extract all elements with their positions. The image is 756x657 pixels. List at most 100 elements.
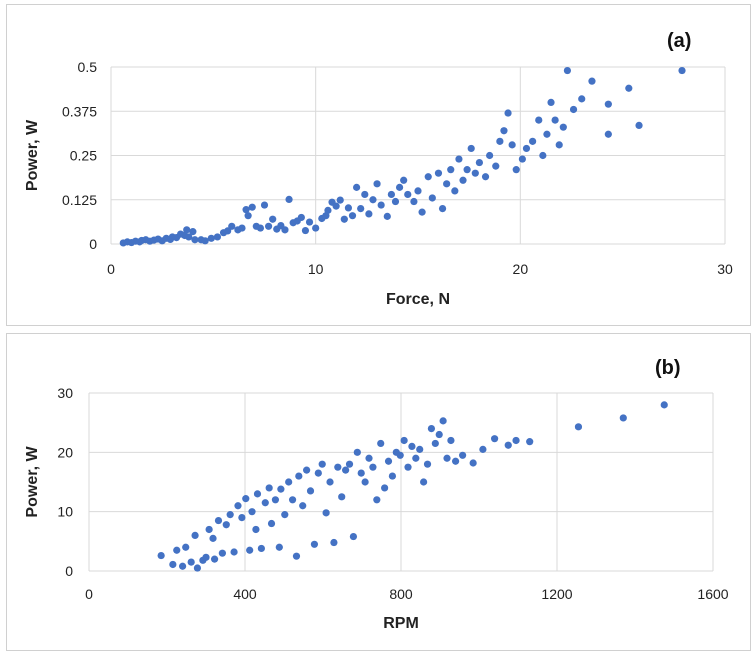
data-point (635, 121, 643, 130)
y-tick-label: 0.375 (62, 103, 97, 119)
data-point (248, 508, 256, 516)
data-point (438, 205, 447, 213)
data-point (455, 155, 463, 163)
data-point (357, 205, 365, 213)
data-point (292, 552, 301, 560)
data-point (281, 511, 289, 519)
x-tick-label: 800 (389, 586, 413, 602)
data-point (202, 553, 210, 561)
data-point (469, 459, 477, 467)
data-point (365, 210, 373, 218)
data-point (342, 466, 350, 474)
data-point (447, 436, 455, 445)
data-point (361, 190, 369, 199)
data-point (435, 430, 443, 439)
data-point (238, 224, 246, 232)
data-point (543, 130, 551, 138)
data-point (431, 439, 439, 448)
data-point (260, 201, 269, 209)
data-point (210, 555, 219, 563)
data-point (183, 226, 191, 234)
data-point (324, 206, 332, 214)
data-point (338, 493, 346, 501)
data-point (373, 496, 381, 504)
data-point (400, 436, 408, 445)
data-point (563, 66, 572, 75)
data-point (306, 487, 315, 495)
data-point (242, 206, 250, 214)
data-point (569, 105, 578, 114)
data-point (459, 451, 467, 459)
data-point (508, 141, 516, 149)
x-axis-title: Force, N (386, 291, 450, 308)
data-point (314, 469, 322, 477)
data-point (410, 197, 418, 206)
chart-panel-a: 0 10 20 30 0 0.125 0.25 0.375 0.5 Force, N Power, … (6, 4, 751, 326)
data-point (310, 540, 319, 548)
data-point (588, 77, 596, 85)
data-point (305, 218, 314, 226)
data-point (547, 98, 555, 106)
data-point (312, 224, 320, 232)
data-point (332, 202, 340, 210)
data-point (271, 496, 280, 504)
data-point (377, 439, 385, 448)
data-point (281, 226, 289, 234)
data-point (418, 208, 426, 216)
y-axis-title: Power, W (24, 119, 41, 191)
y-tick-label: 0.5 (78, 59, 98, 75)
x-tick-label: 0 (107, 261, 115, 277)
x-tick-label: 10 (308, 261, 324, 277)
data-point (387, 190, 395, 199)
data-point (459, 176, 467, 184)
data-point (345, 460, 354, 468)
data-point (275, 543, 283, 551)
data-point (500, 127, 508, 135)
data-point (439, 417, 447, 425)
x-tick-label: 1200 (541, 586, 572, 602)
chart-panel-b: 0 400 800 1200 1600 0 10 20 30 RPM Power, W (b) (6, 333, 751, 651)
data-point (529, 137, 537, 145)
data-point (242, 495, 250, 503)
data-point (238, 514, 246, 522)
data-point (578, 95, 586, 103)
data-point (361, 478, 369, 486)
data-point (169, 560, 177, 569)
data-point (248, 203, 256, 211)
data-point (396, 451, 404, 459)
y-axis-title: Power, W (24, 446, 41, 518)
data-point (443, 454, 451, 462)
data-point (539, 151, 547, 160)
data-point (678, 66, 686, 75)
data-point (555, 141, 563, 149)
data-point (504, 109, 512, 117)
panel-label: (b) (655, 357, 681, 379)
data-point (420, 478, 428, 486)
data-point (285, 478, 293, 486)
data-point (349, 532, 358, 541)
data-point (559, 123, 567, 131)
y-tick-label: 0.25 (70, 148, 97, 164)
data-point (222, 521, 230, 529)
data-point (625, 84, 633, 92)
data-point (322, 509, 330, 517)
data-point (326, 478, 334, 486)
data-point (383, 212, 391, 220)
data-point (253, 490, 262, 498)
x-tick-label: 0 (85, 586, 93, 602)
y-tick-label: 10 (57, 504, 73, 520)
data-point (244, 212, 252, 220)
data-point (269, 215, 277, 223)
data-point (481, 173, 490, 181)
data-point (384, 457, 393, 465)
data-point (551, 116, 559, 124)
data-point (228, 222, 236, 230)
data-point (252, 525, 260, 534)
data-point (299, 502, 307, 510)
data-point (416, 445, 424, 453)
data-point (201, 237, 209, 245)
data-point (205, 525, 213, 534)
data-point (209, 534, 217, 542)
y-tick-label: 30 (57, 385, 73, 401)
data-point (404, 463, 412, 471)
